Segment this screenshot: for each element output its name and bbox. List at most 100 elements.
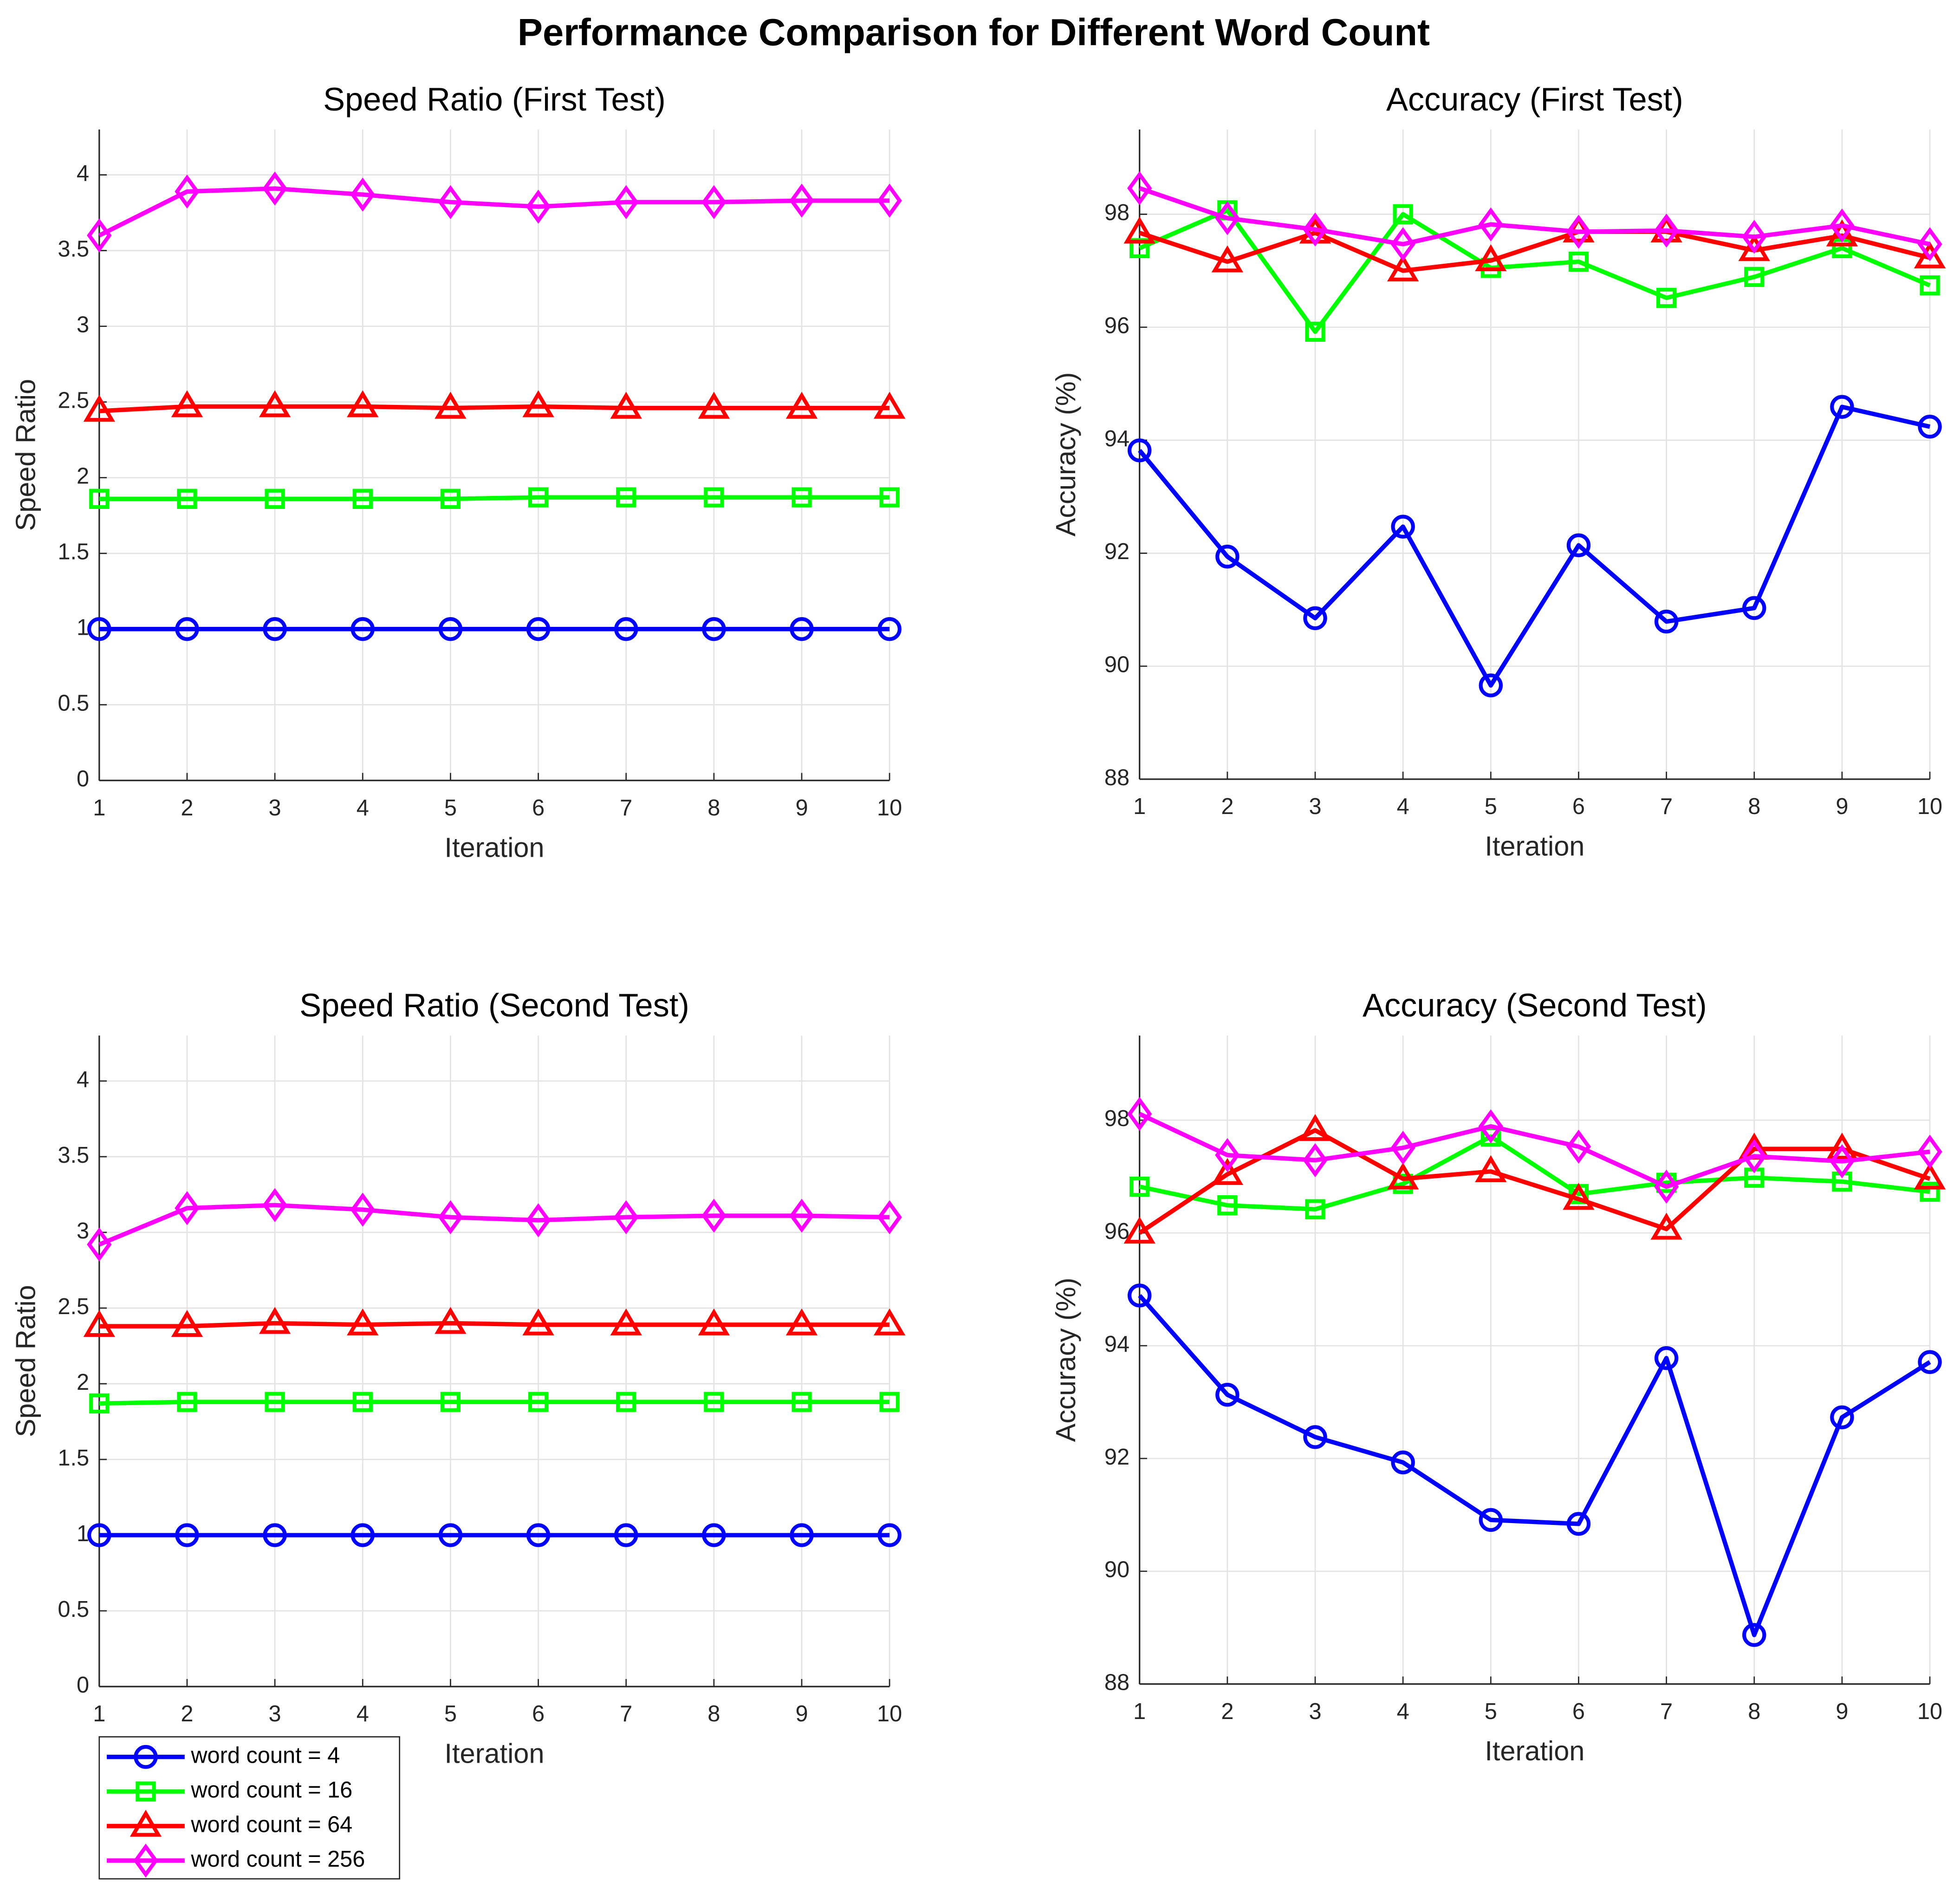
marker [1826, 1133, 1858, 1160]
marker [263, 617, 287, 641]
marker [171, 390, 203, 417]
marker [347, 390, 379, 417]
marker [526, 189, 551, 224]
marker [704, 1392, 724, 1412]
marker [1393, 1173, 1413, 1194]
marker [136, 1781, 156, 1802]
marker [1830, 395, 1854, 419]
marker [522, 390, 554, 417]
x-axis-label: Iteration [1485, 831, 1584, 862]
marker [1914, 1162, 1946, 1190]
marker [177, 488, 197, 509]
x-tick-label: 9 [795, 1701, 808, 1726]
marker [526, 1523, 551, 1547]
y-tick-label: 0.5 [58, 691, 89, 716]
marker [785, 1308, 818, 1335]
y-tick-label: 88 [1104, 1670, 1129, 1695]
y-tick-label: 98 [1104, 1106, 1129, 1131]
series-line [98, 186, 890, 238]
marker [1211, 1158, 1244, 1185]
x-tick-label: 3 [269, 1701, 281, 1726]
series-line [99, 495, 890, 501]
legend-box [98, 1736, 400, 1880]
marker [1123, 1217, 1155, 1244]
x-tick-label: 9 [1836, 1699, 1848, 1724]
marker [1387, 1162, 1419, 1190]
x-tick-label: 10 [1917, 794, 1942, 819]
y-tick-label: 3.5 [58, 237, 89, 262]
x-tick-label: 7 [620, 1701, 632, 1726]
x-tick-label: 2 [1221, 1699, 1233, 1724]
series-line [99, 1321, 890, 1328]
marker [1478, 1109, 1503, 1144]
x-tick-label: 8 [707, 795, 720, 821]
marker [1215, 201, 1240, 235]
x-tick-label: 1 [1133, 1699, 1146, 1724]
marker [873, 391, 906, 419]
chart-title: Speed Ratio (Second Test) [299, 987, 689, 1023]
marker [1742, 596, 1766, 620]
marker [1123, 216, 1155, 244]
chart-title: Accuracy (Second Test) [1363, 987, 1707, 1023]
x-tick-label: 9 [1836, 794, 1848, 819]
marker [350, 1192, 375, 1227]
marker [175, 617, 199, 641]
marker [435, 391, 467, 419]
marker [1830, 208, 1855, 243]
marker [262, 171, 287, 206]
marker [352, 488, 373, 509]
marker [789, 183, 814, 218]
marker [1917, 1134, 1942, 1169]
marker [526, 617, 551, 641]
x-tick-label: 10 [877, 795, 902, 821]
legend: word count = 4 word count = 16 word count … [98, 1736, 400, 1880]
y-axis-label: Speed Ratio [10, 1285, 41, 1437]
marker [701, 185, 727, 220]
x-tick-label: 3 [1309, 794, 1321, 819]
marker [702, 617, 726, 641]
marker [1914, 241, 1946, 269]
y-axis-label: Speed Ratio [10, 379, 41, 531]
marker [522, 1308, 554, 1335]
marker [1211, 245, 1244, 273]
marker [1654, 1169, 1679, 1204]
marker [177, 1392, 197, 1412]
marker [790, 617, 814, 641]
marker [263, 1523, 287, 1547]
y-tick-label: 1 [77, 1521, 89, 1546]
marker [259, 390, 291, 417]
marker [1387, 254, 1419, 282]
series-line [1138, 404, 1931, 688]
x-tick-label: 5 [444, 1701, 457, 1726]
y-tick-label: 2.5 [58, 1294, 89, 1319]
marker [265, 1392, 285, 1412]
x-tick-label: 2 [181, 1701, 193, 1726]
marker [698, 391, 730, 419]
marker [1127, 1097, 1152, 1131]
marker [265, 488, 285, 509]
marker [1654, 1346, 1679, 1370]
marker [438, 1200, 463, 1235]
marker [352, 1392, 373, 1412]
x-tick-label: 4 [357, 1701, 369, 1726]
marker [614, 185, 639, 220]
marker [1305, 1199, 1325, 1219]
y-tick-label: 3 [77, 1218, 89, 1244]
x-tick-label: 8 [1748, 1699, 1760, 1724]
marker [792, 487, 812, 508]
marker [1830, 1405, 1854, 1429]
marker [440, 488, 461, 509]
marker [792, 1392, 812, 1412]
marker [614, 1523, 638, 1547]
marker [1127, 171, 1152, 206]
marker [1918, 1350, 1942, 1374]
marker [528, 1392, 549, 1412]
y-tick-label: 0 [77, 767, 89, 792]
x-tick-label: 5 [444, 795, 457, 821]
marker [614, 1200, 639, 1235]
marker [1479, 1508, 1503, 1532]
marker [702, 1523, 726, 1547]
marker [616, 1392, 636, 1412]
marker [1303, 606, 1327, 630]
x-tick-label: 6 [1572, 794, 1585, 819]
